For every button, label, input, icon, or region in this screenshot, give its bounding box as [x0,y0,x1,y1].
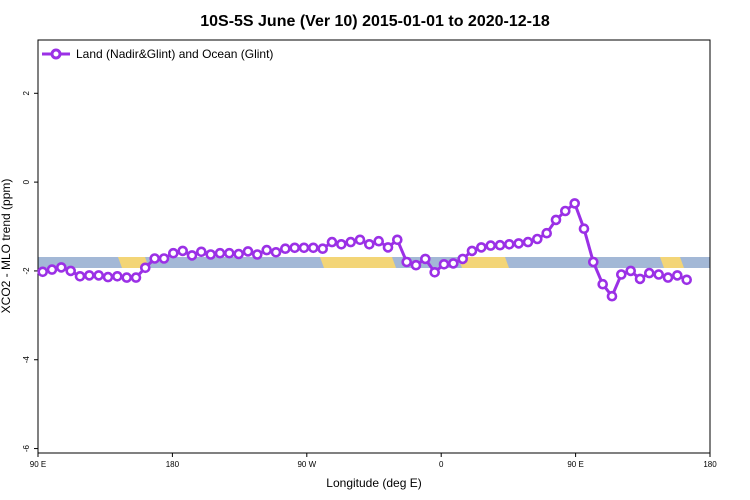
data-point [186,250,198,261]
data-point [615,269,627,280]
data-point [662,272,674,283]
data-point [37,266,49,278]
series-line [42,201,688,298]
data-point [130,272,142,283]
data-point [513,238,525,249]
y-axis: 2 0 -2 -4 -6 [22,91,38,452]
data-point [410,259,422,271]
data-point [578,223,590,234]
data-point [149,253,160,264]
y-tick-label: -2 [22,267,31,275]
data-point [93,270,104,281]
data-point [671,270,683,281]
data-point [587,256,599,268]
y-tick-label: -4 [22,356,31,364]
data-point [429,266,441,278]
data-point [158,253,170,264]
data-point [391,234,403,246]
band-land [320,257,396,268]
x-axis: 90 E 180 90 W 0 90 E 180 [30,453,717,469]
series [37,198,693,302]
data-point [233,248,244,260]
data-point [419,253,431,265]
y-tick-label: 2 [22,91,31,96]
y-tick-label: -6 [22,444,31,452]
data-point [279,243,291,254]
x-tick-label: 180 [703,460,717,469]
plot-frame [37,39,711,454]
data-point [531,233,543,245]
data-point [382,242,394,253]
data-point [46,264,58,275]
data-point [270,247,282,258]
surface-band [38,257,710,268]
data-point [196,246,207,258]
data-point [401,256,413,268]
data-point [373,235,385,247]
data-point [485,240,497,251]
data-point [317,243,329,254]
band-land [660,257,684,268]
data-point [447,258,459,269]
data-point [653,269,665,280]
data-point [298,242,310,254]
y-tick-label: 0 [22,179,31,184]
x-tick-label: 90 E [567,460,583,469]
data-point [84,270,95,281]
data-point [177,245,188,257]
data-point [354,234,366,246]
data-point [681,274,693,286]
x-axis-label: Longitude (deg E) [326,476,421,490]
data-point [522,236,534,248]
data-point [224,247,235,259]
data-point [475,242,487,253]
data-point [625,265,637,277]
data-point [345,236,357,248]
data-point [205,249,216,260]
data-point [74,270,86,282]
data-point [541,227,553,239]
data-point [261,244,273,256]
data-point [112,270,123,282]
legend-label: Land (Nadir&Glint) and Ocean (Glint) [76,47,273,61]
band-land [458,257,509,268]
x-tick-label: 180 [166,460,180,469]
data-point [503,239,515,250]
data-point [597,278,609,290]
data-point [251,249,263,260]
legend: Land (Nadir&Glint) and Ocean (Glint) [42,47,273,61]
data-point [289,242,301,254]
x-tick-label: 0 [439,460,444,469]
data-point [55,262,67,273]
data-point [559,205,571,217]
data-point [494,239,506,251]
chart-title: 10S-5S June (Ver 10) 2015-01-01 to 2020-… [200,13,550,30]
data-point [140,262,151,274]
data-point [168,247,179,259]
data-point [214,247,226,259]
data-point [438,258,450,270]
data-point [643,267,655,279]
y-axis-label: XCO2 - MLO trend (ppm) [0,179,13,314]
data-point [121,272,132,283]
x-tick-label: 90 E [30,460,46,469]
data-point [242,246,254,257]
data-point [606,290,618,302]
legend-marker [50,48,62,60]
data-point [102,271,114,283]
data-point [335,239,347,250]
data-point [634,273,646,285]
data-point [326,236,338,248]
data-point [569,198,581,209]
data-point [466,245,478,257]
data-point [457,253,469,265]
data-point [550,214,562,226]
data-point [307,242,319,254]
data-point [363,239,375,250]
data-point [65,265,76,277]
x-tick-label: 90 W [297,460,316,469]
